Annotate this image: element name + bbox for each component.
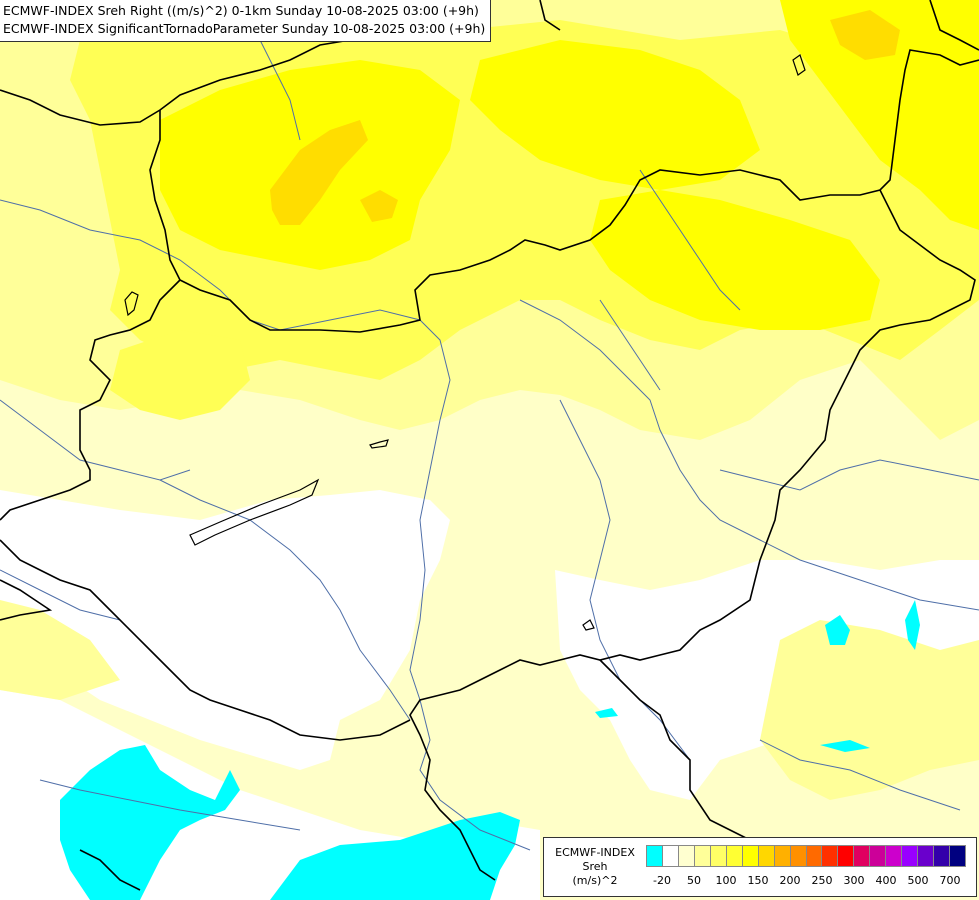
legend-tick-label: 300 bbox=[843, 874, 865, 887]
legend-tick-label: 500 bbox=[907, 874, 929, 887]
legend-swatch bbox=[790, 845, 807, 867]
legend-swatch bbox=[726, 845, 743, 867]
legend-swatch bbox=[886, 845, 903, 867]
legend-swatches bbox=[646, 845, 967, 867]
legend-tick-label: 250 bbox=[811, 874, 833, 887]
map-title-box: ECMWF-INDEX Sreh Right ((m/s)^2) 0-1km S… bbox=[0, 0, 492, 42]
legend-swatch bbox=[694, 845, 711, 867]
legend-swatch bbox=[854, 845, 871, 867]
legend-swatch bbox=[822, 845, 839, 867]
color-legend: ECMWF-INDEX Sreh (m/s)^2 -20 50 100 150 200 2… bbox=[543, 837, 977, 897]
orange-areas bbox=[270, 10, 900, 225]
legend-swatch bbox=[758, 845, 775, 867]
legend-tick-labels: -20 50 100 150 200 250 300 400 500 700 bbox=[646, 874, 966, 890]
legend-swatch bbox=[934, 845, 951, 867]
legend-swatch bbox=[710, 845, 727, 867]
map-title-line-2: ECMWF-INDEX SignificantTornadoParameter … bbox=[3, 21, 486, 36]
legend-tick-label: 50 bbox=[687, 874, 701, 887]
legend-swatch bbox=[662, 845, 679, 867]
legend-title: ECMWF-INDEX Sreh (m/s)^2 bbox=[548, 846, 642, 888]
legend-tick-label: 100 bbox=[715, 874, 737, 887]
legend-tick-label: 150 bbox=[747, 874, 769, 887]
legend-tick-label: -20 bbox=[653, 874, 671, 887]
legend-swatch bbox=[870, 845, 887, 867]
legend-swatch bbox=[902, 845, 919, 867]
legend-swatch bbox=[918, 845, 935, 867]
legend-swatch bbox=[806, 845, 823, 867]
legend-swatch bbox=[950, 845, 967, 867]
lakes bbox=[124, 54, 806, 631]
legend-tick-label: 700 bbox=[939, 874, 961, 887]
legend-swatch bbox=[774, 845, 791, 867]
legend-swatch bbox=[742, 845, 759, 867]
legend-title-line-1: ECMWF-INDEX bbox=[555, 846, 635, 859]
legend-swatch bbox=[678, 845, 695, 867]
map-title-line-1: ECMWF-INDEX Sreh Right ((m/s)^2) 0-1km S… bbox=[3, 3, 479, 18]
legend-swatch bbox=[646, 845, 663, 867]
negative-cyan-areas bbox=[60, 600, 920, 900]
legend-tick-label: 400 bbox=[875, 874, 897, 887]
legend-title-line-3: (m/s)^2 bbox=[572, 874, 618, 887]
legend-swatch bbox=[838, 845, 855, 867]
legend-title-line-2: Sreh bbox=[582, 860, 608, 873]
legend-tick-label: 200 bbox=[779, 874, 801, 887]
